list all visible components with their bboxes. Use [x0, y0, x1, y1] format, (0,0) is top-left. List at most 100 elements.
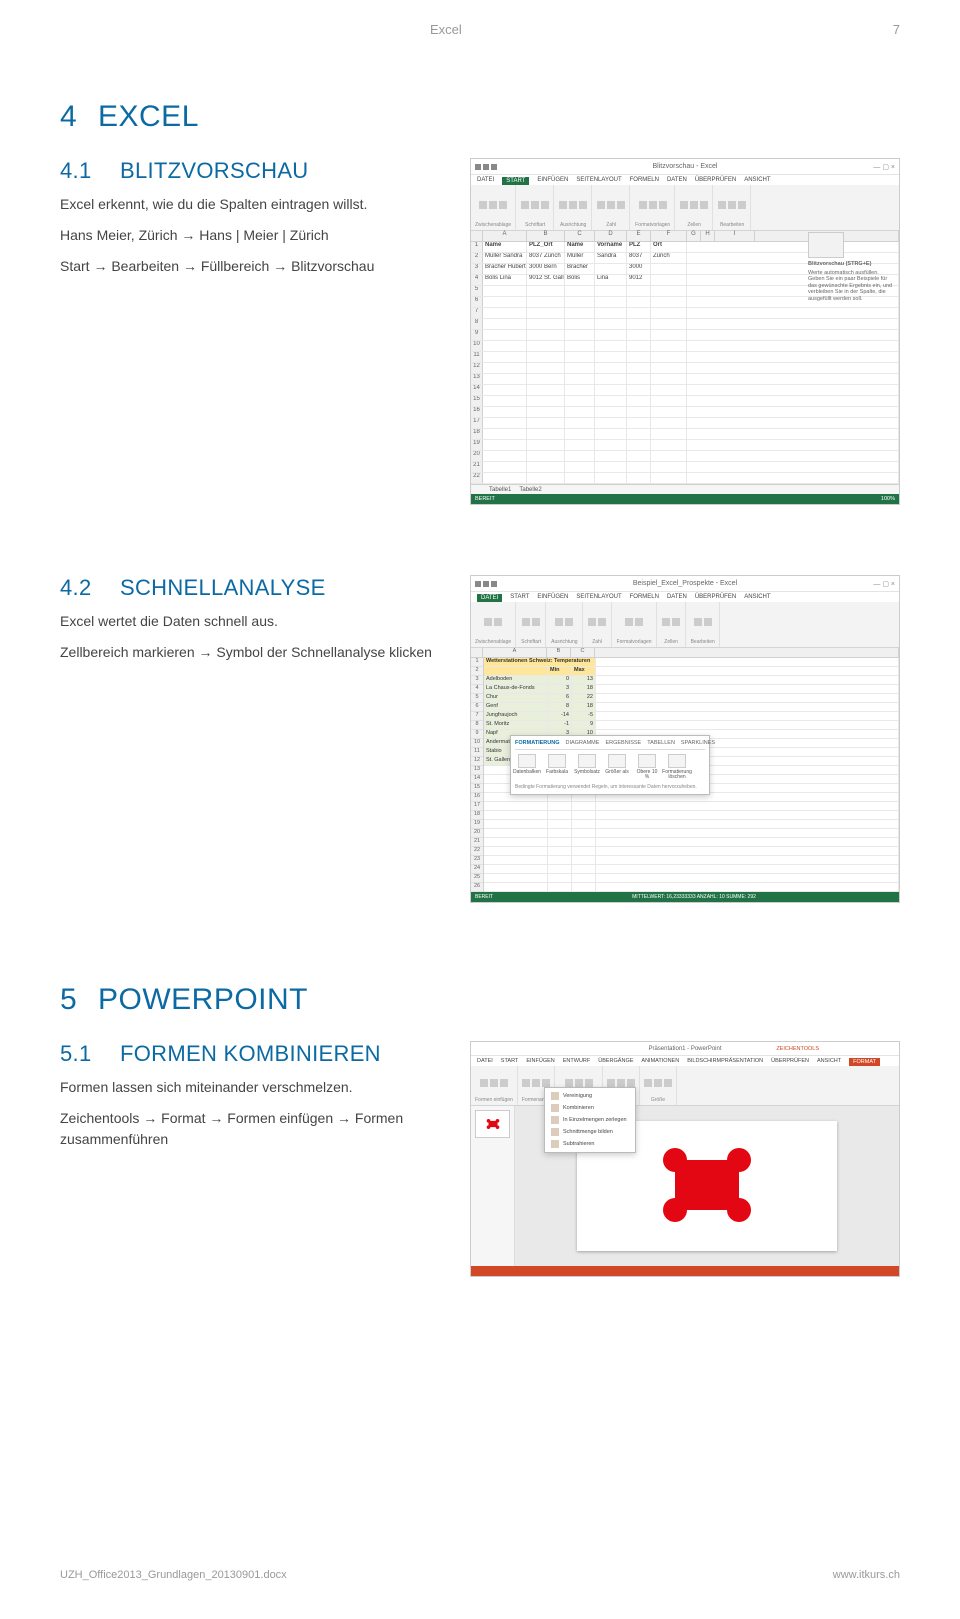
formen-zusammenfuehren-dropdown: VereinigungKombinierenIn Einzelmengen ze… — [544, 1087, 636, 1153]
popup-hint: Bedingte Formatierung verwendet Regeln, … — [515, 784, 705, 790]
p-blitz-path: Start → Bearbeiten → Füllbereich → Blitz… — [60, 256, 440, 277]
pp-ribbon-tabs: DATEISTARTEINFÜGENENTWURFÜBERGÄNGEANIMAT… — [471, 1056, 899, 1066]
dropdown-item: Schnittmenge bilden — [545, 1126, 635, 1138]
popup-tab: DIAGRAMME — [566, 740, 600, 746]
ribbon-tab: ANSICHT — [817, 1058, 841, 1066]
excel-sheet-tabs: Tabelle1 Tabelle2 — [471, 484, 899, 494]
sheet-tab: Tabelle1 — [489, 487, 511, 493]
p-formen-path: Zeichentools → Format → Formen einfügen … — [60, 1108, 440, 1150]
popup-tab: TABELLEN — [647, 740, 675, 746]
slide-thumb — [475, 1110, 510, 1138]
sheet-tab: Tabelle2 — [519, 487, 541, 493]
dropdown-item: In Einzelmengen zerlegen — [545, 1114, 635, 1126]
window-controls: — ▢ × — [873, 580, 895, 588]
status-left: BEREIT — [475, 894, 493, 900]
col-hdr: B — [527, 231, 565, 241]
h1-num: 5 — [60, 983, 98, 1017]
ribbon-group: Zahl — [584, 602, 612, 647]
table-row: St. Moritz-19 — [484, 721, 899, 730]
h2-schnellanalyse: 4.2SCHNELLANALYSE — [60, 575, 440, 601]
ribbon-group: Schriftart — [517, 602, 546, 647]
excel-status-bar: BEREIT 100% — [471, 494, 899, 504]
h2-num: 5.1 — [60, 1041, 120, 1067]
excel-title: Blitzvorschau - Excel — [653, 163, 718, 170]
ribbon-group: Zellen — [676, 185, 713, 230]
ribbon-tab: DATEN — [667, 177, 687, 185]
h2-num: 4.2 — [60, 575, 120, 601]
ribbon-tab: ENTWURF — [563, 1058, 591, 1066]
powerpoint-formen-screenshot: Präsentation1 - PowerPoint ZEICHENTOOLS … — [470, 1041, 900, 1277]
h1-num: 4 — [60, 100, 98, 134]
ribbon-group: Zwischenablage — [471, 602, 516, 647]
popup-icon: Symbolsatz — [575, 754, 599, 780]
excel-ribbon-tabs: DATEISTARTEINFÜGENSEITENLAYOUTFORMELNDAT… — [471, 175, 899, 185]
ribbon-tab: ÜBERPRÜFEN — [771, 1058, 809, 1066]
ribbon-tab: DATEI — [477, 1058, 493, 1066]
col-hdr: B — [547, 648, 571, 657]
ribbon-tab: FORMAT — [849, 1058, 880, 1066]
p-blitz-example: Hans Meier, Zürich → Hans | Meier | Züri… — [60, 225, 440, 246]
h1-excel: 4EXCEL — [60, 100, 900, 134]
excel-ribbon-tabs: DATEISTARTEINFÜGENSEITENLAYOUTFORMELNDAT… — [471, 592, 899, 602]
h2-text: FORMEN KOMBINIEREN — [120, 1041, 381, 1066]
excel-titlebar: Blitzvorschau - Excel — ▢ × — [471, 159, 899, 175]
callout-title: Blitzvorschau (STRG+E) — [808, 261, 894, 268]
col-hdr: G — [687, 231, 701, 241]
status-right: 100% — [881, 496, 895, 502]
h1-powerpoint: 5POWERPOINT — [60, 983, 900, 1017]
col-hdr: F — [651, 231, 687, 241]
sa-row-numbers: 1234567891011121314151617181920212223242… — [471, 658, 484, 892]
pp-ribbon: Formen einfügenFormenartenWordArt-Format… — [471, 1066, 899, 1106]
ribbon-group: Zellen — [658, 602, 686, 647]
ribbon-group: Größe — [640, 1066, 677, 1105]
dropdown-item: Kombinieren — [545, 1102, 635, 1114]
pp-titlebar: Präsentation1 - PowerPoint ZEICHENTOOLS — [471, 1042, 899, 1056]
ribbon-tab: DATEI — [477, 177, 494, 185]
ribbon-tab: ÜBERGÄNGE — [598, 1058, 633, 1066]
ribbon-group: Bearbeiten — [714, 185, 751, 230]
p-sa-path: Zellbereich markieren → Symbol der Schne… — [60, 642, 440, 663]
h2-num: 4.1 — [60, 158, 120, 184]
qat-icons — [475, 164, 497, 170]
col-hdr: C — [571, 648, 595, 657]
ribbon-group: Bearbeiten — [687, 602, 720, 647]
ribbon-group: Schriftart — [517, 185, 554, 230]
popup-icon: Formatierung löschen — [665, 754, 689, 780]
ribbon-group: Formatvorlagen — [631, 185, 675, 230]
ribbon-tab: FORMELN — [630, 594, 659, 602]
qat-icons — [475, 581, 497, 587]
footer-right: www.itkurs.ch — [833, 1569, 900, 1581]
ribbon-group: Formen einfügen — [471, 1066, 518, 1105]
ribbon-tab: ÜBERPRÜFEN — [695, 594, 736, 602]
ribbon-tab: START — [502, 177, 529, 185]
popup-icon: Größer als — [605, 754, 629, 780]
ribbon-group: Ausrichtung — [547, 602, 582, 647]
status-mid: MITTELWERT: 16,23333333 ANZAHL: 10 SUMME… — [632, 894, 756, 900]
col-hdr: C — [565, 231, 595, 241]
status-left: BEREIT — [475, 496, 495, 502]
ribbon-tab: DATEI — [477, 594, 502, 602]
col-hdr: E — [627, 231, 651, 241]
callout-text: Werte automatisch ausfüllen. Geben Sie e… — [808, 270, 894, 303]
sa-col-headers: A B C — [471, 648, 899, 658]
excel-titlebar: Beispiel_Excel_Prospekte - Excel — ▢ × — [471, 576, 899, 592]
combined-shape-icon — [657, 1148, 757, 1224]
excel-status-bar: BEREIT MITTELWERT: 16,23333333 ANZAHL: 1… — [471, 892, 899, 902]
ribbon-tab: ANSICHT — [744, 594, 770, 602]
col-hdr: I — [715, 231, 755, 241]
popup-icons: DatenbalkenFarbskalaSymbolsatzGrößer als… — [515, 754, 705, 780]
ribbon-tab: SEITENLAYOUT — [576, 177, 621, 185]
page-header-left: Excel — [430, 22, 462, 37]
excel-ribbon: ZwischenablageSchriftartAusrichtungZahlF… — [471, 602, 899, 648]
ribbon-tab: DATEN — [667, 594, 687, 602]
h2-text: BLITZVORSCHAU — [120, 158, 308, 183]
schnellanalyse-popup: FORMATIERUNGDIAGRAMMEERGEBNISSETABELLENS… — [510, 735, 710, 795]
dropdown-item: Vereinigung — [545, 1090, 635, 1102]
popup-icon: Farbskala — [545, 754, 569, 780]
pp-title: Präsentation1 - PowerPoint — [648, 1046, 721, 1052]
ribbon-tab: BILDSCHIRMPRÄSENTATION — [687, 1058, 763, 1066]
excel-blitzvorschau-screenshot: Blitzvorschau - Excel — ▢ × DATEI START E I… — [470, 158, 900, 505]
p-sa-desc: Excel wertet die Daten schnell aus. — [60, 611, 440, 632]
ribbon-group: Zahl — [593, 185, 630, 230]
ribbon-tab: ÜBERPRÜFEN — [695, 177, 736, 185]
